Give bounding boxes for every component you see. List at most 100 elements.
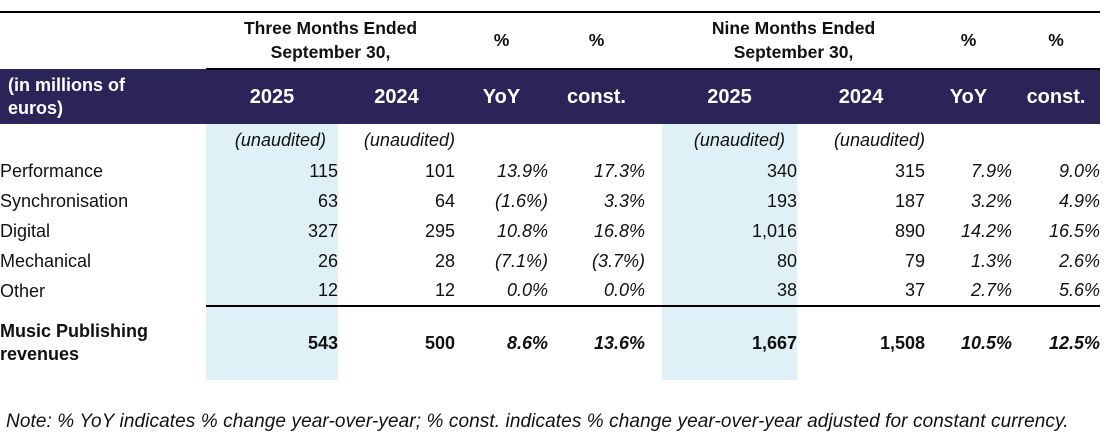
gap-cell <box>645 305 662 380</box>
blank-cell <box>455 124 548 156</box>
period-title-line1: Nine Months Ended <box>711 17 876 38</box>
table-cell: 543 <box>206 305 338 380</box>
table-cell: 79 <box>904 250 926 271</box>
table-cell: 115 <box>206 156 338 186</box>
table-cell: 2.7% <box>970 280 1013 300</box>
three-months-header: Three Months Ended September 30, <box>206 11 455 70</box>
gap-cell <box>645 156 662 186</box>
period-title-line2: September 30, <box>733 41 854 62</box>
music-publishing-revenue-table: Three Months Ended September 30, % % Nin… <box>0 11 1101 380</box>
total-row-label: Music Publishing revenues <box>0 320 149 364</box>
table-cell: 101 <box>424 160 455 181</box>
blank-cell <box>548 124 645 156</box>
table-cell: 63 <box>206 186 338 216</box>
gap-cell <box>645 276 662 306</box>
blank-cell <box>0 124 206 156</box>
period-header-row: Three Months Ended September 30, % % Nin… <box>0 11 1101 70</box>
year-header-2025: 2025 <box>662 69 797 124</box>
table-cell: (3.7%) <box>591 250 645 271</box>
table-cell: 327 <box>206 216 338 246</box>
table-row-performance: Performance 115 101 13.9% 17.3% 340 315 … <box>0 156 1100 186</box>
table-cell: 14.2% <box>960 220 1013 241</box>
year-header-2024: 2024 <box>338 69 455 124</box>
period-title-line2: September 30, <box>270 41 391 62</box>
const-header: const. <box>548 69 645 124</box>
table-cell: 295 <box>424 220 455 241</box>
table-cell: (7.1%) <box>494 250 548 271</box>
gap-cell <box>645 246 662 276</box>
table-row-digital: Digital 327 295 10.8% 16.8% 1,016 890 14… <box>0 216 1100 246</box>
unaudited-row: (unaudited) (unaudited) (unaudited) (una… <box>0 124 1100 156</box>
gap-cell <box>645 216 662 246</box>
table-cell: 8.6% <box>455 305 548 380</box>
table-cell: 12 <box>434 280 455 300</box>
table-cell: 0.0% <box>603 280 645 300</box>
table-cell: 26 <box>206 246 338 276</box>
percent-header: % <box>455 11 548 70</box>
unaudited-label: (unaudited) <box>363 129 455 150</box>
table-cell: 1,667 <box>662 305 797 380</box>
table-cell: 38 <box>662 276 797 306</box>
table-cell: 1.3% <box>970 250 1013 271</box>
table-cell: 64 <box>434 190 455 211</box>
gap-cell <box>645 186 662 216</box>
table-cell: 1,508 <box>797 305 926 380</box>
table-cell: 1,016 <box>662 216 797 246</box>
row-label: Digital <box>0 220 51 241</box>
table-cell: 80 <box>662 246 797 276</box>
table-cell: 12 <box>206 276 338 306</box>
row-label: Mechanical <box>0 250 92 271</box>
table-cell: 4.9% <box>1058 190 1101 211</box>
table-cell: 13.9% <box>496 160 548 181</box>
table-cell: 0.0% <box>506 280 548 300</box>
table-cell: 500 <box>338 305 455 380</box>
table-cell: 28 <box>434 250 455 271</box>
unaudited-label: (unaudited) <box>662 124 797 156</box>
table-row-mechanical: Mechanical 26 28 (7.1%) (3.7%) 80 79 1.3… <box>0 246 1100 276</box>
table-cell: 37 <box>904 280 926 300</box>
table-cell: 17.3% <box>593 160 645 181</box>
table-cell: 193 <box>662 186 797 216</box>
table-cell: 10.5% <box>925 305 1013 380</box>
gap-cell <box>645 11 662 70</box>
table-cell: 3.3% <box>603 190 645 211</box>
period-title-line1: Three Months Ended <box>243 17 418 38</box>
percent-header: % <box>548 11 645 70</box>
gap-cell <box>645 124 662 156</box>
row-label: Other <box>0 280 46 301</box>
unaudited-label: (unaudited) <box>833 129 926 150</box>
year-header-2024: 2024 <box>797 69 926 124</box>
table-cell: 890 <box>894 220 926 241</box>
unaudited-label: (unaudited) <box>206 124 338 156</box>
table-cell: 10.8% <box>496 220 548 241</box>
percent-header: % <box>925 11 1013 70</box>
percent-header: % <box>1012 11 1101 70</box>
year-header-2025: 2025 <box>206 69 338 124</box>
table-cell: 7.9% <box>970 160 1013 181</box>
table-cell: 187 <box>894 190 926 211</box>
table-cell: 16.5% <box>1048 220 1101 241</box>
units-label: (in millions of euros) <box>0 69 206 124</box>
row-label: Synchronisation <box>0 190 129 211</box>
column-header-row: (in millions of euros) 2025 2024 YoY con… <box>0 69 1101 124</box>
revenue-table-sheet: Three Months Ended September 30, % % Nin… <box>0 11 1101 432</box>
yoy-header: YoY <box>925 69 1013 124</box>
gap-cell <box>645 69 662 124</box>
table-row-other: Other 12 12 0.0% 0.0% 38 37 2.7% 5.6% <box>0 276 1100 306</box>
table-cell: 340 <box>662 156 797 186</box>
nine-months-header: Nine Months Ended September 30, <box>662 11 926 70</box>
table-cell: 9.0% <box>1058 160 1101 181</box>
yoy-header: YoY <box>455 69 548 124</box>
table-cell: 2.6% <box>1058 250 1101 271</box>
table-cell: 13.6% <box>548 305 645 380</box>
table-cell: (1.6%) <box>494 190 548 211</box>
table-cell: 3.2% <box>970 190 1013 211</box>
footnote-text: Note: % YoY indicates % change year-over… <box>6 411 1069 432</box>
table-cell: 315 <box>894 160 926 181</box>
table-cell: 5.6% <box>1058 280 1101 300</box>
corner-blank-cell <box>0 11 206 69</box>
blank-cell <box>1012 124 1100 156</box>
row-label: Performance <box>0 160 104 181</box>
table-row-total: Music Publishing revenues 543 500 8.6% 1… <box>0 305 1101 380</box>
const-header: const. <box>1012 69 1101 124</box>
